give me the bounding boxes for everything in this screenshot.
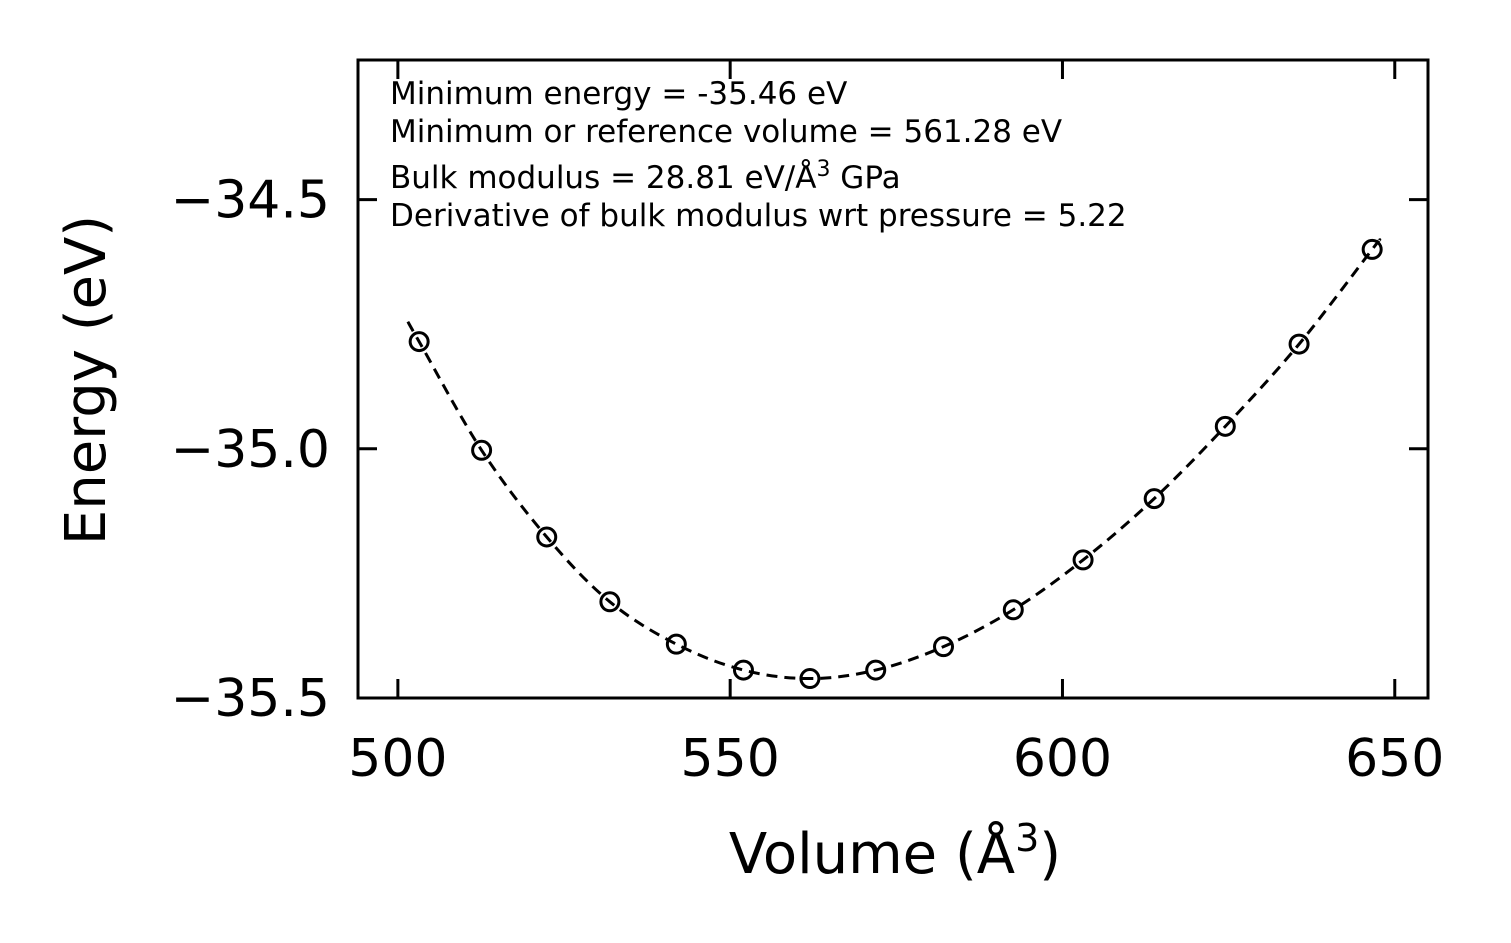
y-tick-label: −35.0 [171, 420, 330, 480]
x-tick-label: 500 [348, 729, 447, 789]
data-point [1288, 333, 1310, 355]
data-point [1002, 599, 1024, 621]
x-tick-label: 550 [681, 729, 780, 789]
plot-series [406, 238, 1383, 690]
data-point [1214, 415, 1236, 437]
annotation-bulk-derivative: Derivative of bulk modulus wrt pressure … [390, 198, 1127, 234]
x-axis-label-main: Volume (Å [729, 821, 1015, 887]
data-point [408, 331, 430, 353]
y-tick-label: −35.5 [171, 669, 330, 729]
x-axis-label-sup: 3 [1015, 816, 1039, 860]
data-point [536, 526, 558, 548]
annotation-box: Minimum energy = -35.46 eV Minimum or re… [390, 76, 1127, 234]
annotation-bulk-modulus-sup: 3 [816, 157, 830, 182]
data-point [732, 659, 754, 681]
data-point [799, 668, 821, 690]
data-point [933, 636, 955, 658]
x-axis-label: Volume (Å3) [729, 816, 1061, 887]
x-axis-label-end: ) [1039, 822, 1061, 887]
fit-curve-line [406, 238, 1382, 681]
y-axis-label: Energy (eV) [54, 215, 119, 545]
annotation-min-energy: Minimum energy = -35.46 eV [390, 76, 847, 112]
annotation-bulk-modulus-unit: GPa [830, 160, 900, 196]
annotation-bulk-modulus-main: Bulk modulus = 28.81 eV/Å [390, 160, 816, 196]
y-tick-label: −34.5 [171, 171, 330, 231]
data-point [1361, 238, 1383, 260]
data-point [665, 633, 687, 655]
data-point [599, 591, 621, 613]
plot-frame [356, 58, 1430, 700]
x-tick-label: 650 [1345, 729, 1444, 789]
data-point [1143, 488, 1165, 510]
annotation-ref-volume: Minimum or reference volume = 561.28 eV [390, 114, 1062, 150]
data-point [471, 439, 493, 461]
axis-tick-labels: 500 550 600 650 −35.5 −35.0 −34.5 [171, 171, 1445, 789]
annotation-bulk-modulus: Bulk modulus = 28.81 eV/Å3 GPa [390, 157, 901, 196]
data-point [865, 659, 887, 681]
axis-ticks [358, 60, 1428, 700]
x-tick-label: 600 [1013, 729, 1112, 789]
data-point [1072, 549, 1094, 571]
